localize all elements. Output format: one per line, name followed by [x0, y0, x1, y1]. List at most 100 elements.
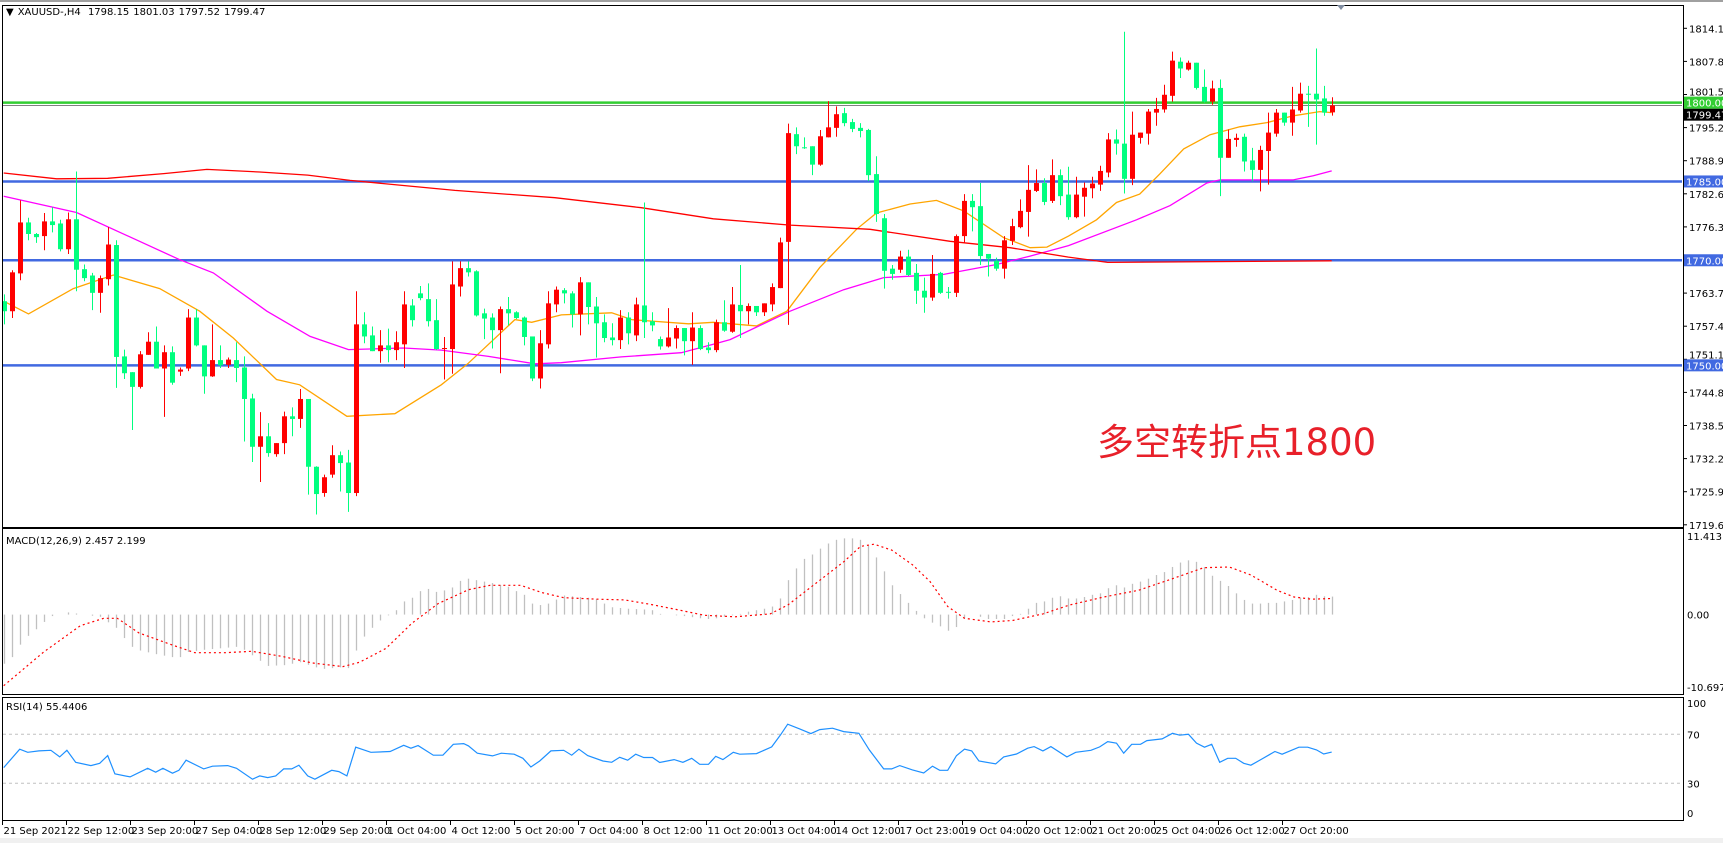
- candle-bullish[interactable]: [1162, 94, 1167, 110]
- candle-bearish[interactable]: [290, 416, 295, 419]
- candle-bullish[interactable]: [538, 343, 543, 379]
- candle-bearish[interactable]: [1322, 98, 1327, 113]
- candle-bearish[interactable]: [602, 322, 607, 339]
- candle-bearish[interactable]: [1058, 175, 1063, 197]
- candle-bearish[interactable]: [474, 271, 479, 316]
- candle-bearish[interactable]: [434, 320, 439, 350]
- candle-bullish[interactable]: [282, 416, 287, 444]
- candle-bullish[interactable]: [674, 328, 679, 339]
- candle-bullish[interactable]: [1170, 60, 1175, 96]
- candle-bearish[interactable]: [82, 269, 87, 279]
- candle-bullish[interactable]: [1274, 112, 1279, 134]
- candle-bearish[interactable]: [234, 360, 239, 368]
- candle-bearish[interactable]: [306, 398, 311, 467]
- candle-bullish[interactable]: [1050, 175, 1055, 201]
- candle-bullish[interactable]: [210, 360, 215, 377]
- candle-bullish[interactable]: [962, 200, 967, 237]
- candle-bullish[interactable]: [498, 309, 503, 331]
- candle-bullish[interactable]: [834, 114, 839, 128]
- candle-bearish[interactable]: [170, 352, 175, 383]
- candle-bullish[interactable]: [1266, 132, 1271, 151]
- candle-bearish[interactable]: [842, 113, 847, 124]
- candle-bearish[interactable]: [122, 356, 127, 374]
- candle-bearish[interactable]: [946, 291, 951, 293]
- candle-bullish[interactable]: [378, 345, 383, 352]
- candle-bearish[interactable]: [426, 299, 431, 322]
- candle-bullish[interactable]: [162, 352, 167, 369]
- candle-bearish[interactable]: [562, 290, 567, 294]
- candle-bullish[interactable]: [298, 398, 303, 419]
- candle-bullish[interactable]: [730, 304, 735, 332]
- candle-bullish[interactable]: [1290, 109, 1295, 123]
- candle-bullish[interactable]: [546, 303, 551, 345]
- candle-bullish[interactable]: [818, 136, 823, 165]
- candle-bearish[interactable]: [2, 301, 7, 312]
- candle-bearish[interactable]: [874, 174, 879, 215]
- candle-bearish[interactable]: [530, 336, 535, 379]
- candle-bullish[interactable]: [1298, 93, 1303, 111]
- candle-bearish[interactable]: [682, 328, 687, 342]
- candle-bullish[interactable]: [778, 242, 783, 289]
- candle-bearish[interactable]: [1122, 143, 1127, 179]
- candle-bullish[interactable]: [770, 287, 775, 305]
- candle-bearish[interactable]: [338, 455, 343, 464]
- candle-bearish[interactable]: [506, 309, 511, 314]
- candle-bullish[interactable]: [1258, 149, 1263, 170]
- candle-bearish[interactable]: [1218, 87, 1223, 158]
- candle-bearish[interactable]: [410, 305, 415, 321]
- candle-bullish[interactable]: [1330, 105, 1335, 113]
- candle-bearish[interactable]: [1314, 93, 1319, 100]
- candle-bearish[interactable]: [26, 222, 31, 234]
- candle-bearish[interactable]: [1194, 62, 1199, 88]
- candle-bullish[interactable]: [66, 219, 71, 250]
- candle-bearish[interactable]: [706, 347, 711, 351]
- candle-bullish[interactable]: [442, 348, 447, 350]
- candle-bearish[interactable]: [586, 282, 591, 308]
- candle-bullish[interactable]: [690, 327, 695, 342]
- candle-bullish[interactable]: [1098, 170, 1103, 185]
- candle-bullish[interactable]: [1138, 132, 1143, 138]
- candle-bearish[interactable]: [610, 337, 615, 341]
- candle-bearish[interactable]: [522, 317, 527, 337]
- candle-bearish[interactable]: [802, 147, 807, 149]
- candle-bearish[interactable]: [754, 305, 759, 313]
- candle-bullish[interactable]: [1106, 139, 1111, 173]
- candle-bearish[interactable]: [906, 256, 911, 275]
- candle-bullish[interactable]: [1210, 88, 1215, 102]
- candle-bullish[interactable]: [1154, 108, 1159, 113]
- collapse-triangle-icon[interactable]: ▼: [6, 7, 14, 18]
- candle-bearish[interactable]: [114, 245, 119, 357]
- candle-bearish[interactable]: [34, 233, 39, 238]
- candle-bearish[interactable]: [698, 328, 703, 350]
- candle-bullish[interactable]: [1082, 187, 1087, 197]
- main-price-chart[interactable]: [0, 31, 1683, 515]
- candle-bullish[interactable]: [1090, 183, 1095, 189]
- candle-bullish[interactable]: [106, 244, 111, 280]
- candle-bearish[interactable]: [418, 293, 423, 299]
- candle-bullish[interactable]: [394, 342, 399, 351]
- candle-bearish[interactable]: [650, 321, 655, 326]
- candle-bullish[interactable]: [746, 305, 751, 312]
- candle-bullish[interactable]: [1130, 134, 1135, 179]
- candle-bullish[interactable]: [450, 284, 455, 350]
- candle-bearish[interactable]: [202, 345, 207, 377]
- candle-bullish[interactable]: [274, 443, 279, 455]
- candle-bullish[interactable]: [18, 222, 23, 274]
- candle-bullish[interactable]: [786, 133, 791, 242]
- candle-bearish[interactable]: [858, 127, 863, 132]
- candle-bearish[interactable]: [1242, 136, 1247, 162]
- candle-bearish[interactable]: [50, 221, 55, 226]
- candle-bullish[interactable]: [1010, 226, 1015, 241]
- candle-bullish[interactable]: [458, 268, 463, 287]
- candle-bearish[interactable]: [882, 218, 887, 271]
- candle-bearish[interactable]: [994, 260, 999, 269]
- candle-bullish[interactable]: [554, 289, 559, 305]
- candle-bearish[interactable]: [722, 322, 727, 331]
- candle-bearish[interactable]: [250, 398, 255, 447]
- candle-bullish[interactable]: [634, 304, 639, 336]
- candle-bearish[interactable]: [266, 436, 271, 454]
- chart-annotation-text[interactable]: 多空转折点1800: [1097, 421, 1377, 464]
- candle-bearish[interactable]: [346, 462, 351, 494]
- candle-bearish[interactable]: [914, 272, 919, 291]
- candle-bullish[interactable]: [10, 272, 15, 312]
